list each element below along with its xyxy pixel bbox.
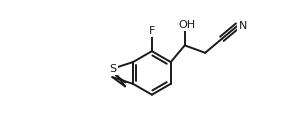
Text: F: F [149, 26, 155, 36]
Text: N: N [239, 20, 247, 31]
Text: OH: OH [178, 20, 195, 30]
Text: S: S [109, 64, 116, 74]
